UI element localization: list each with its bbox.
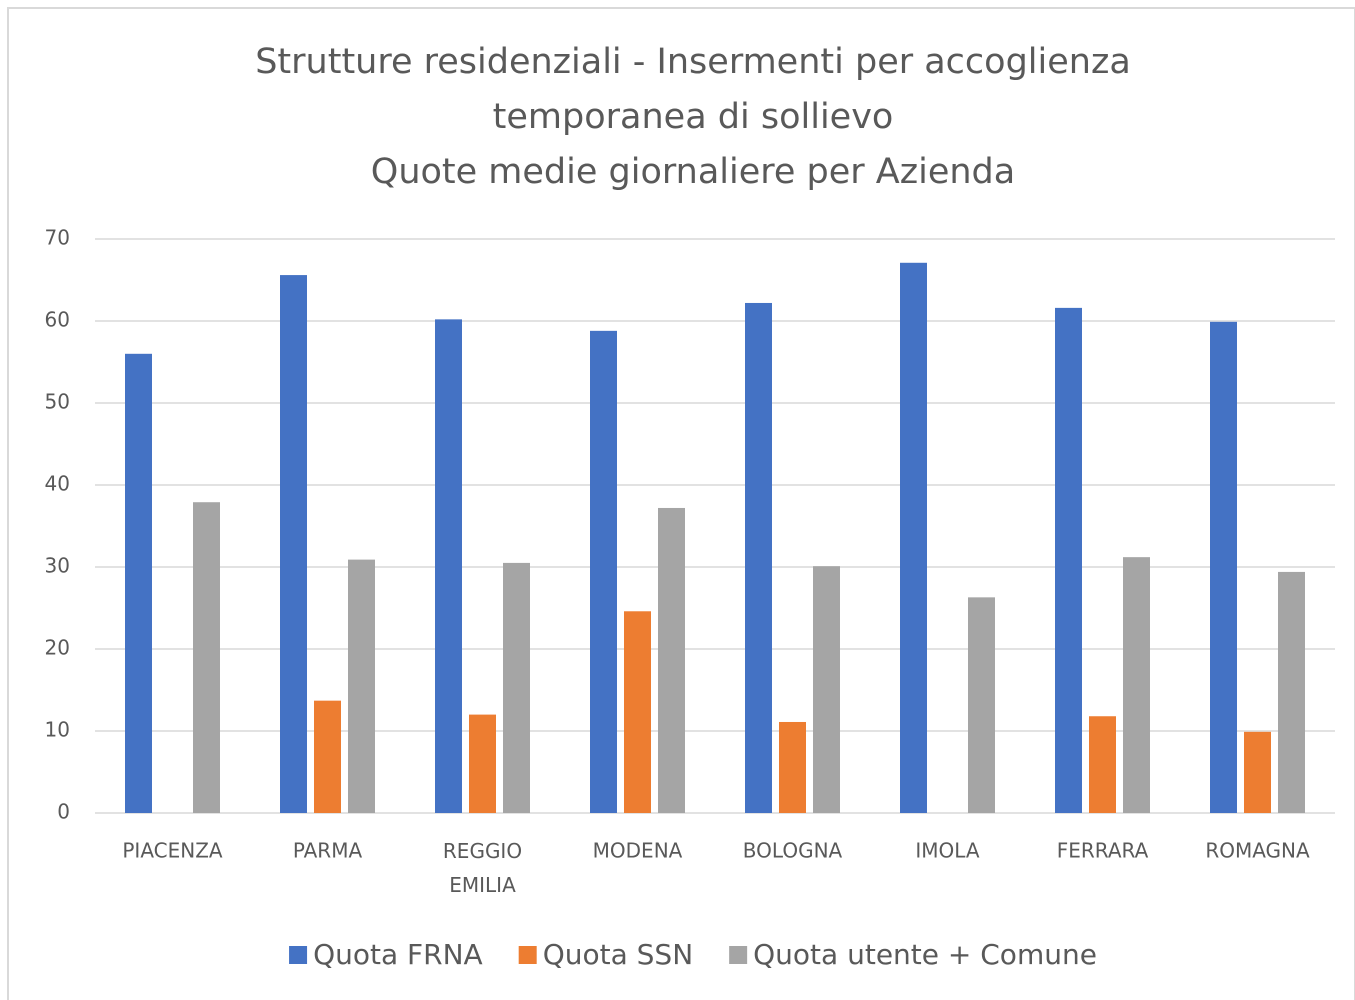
chart-title: temporanea di sollievo: [493, 97, 894, 137]
x-tick-label: BOLOGNA: [743, 839, 843, 863]
x-tick-label-line: EMILIA: [449, 873, 516, 897]
bar: [1244, 731, 1271, 813]
x-tick-label: MODENA: [593, 839, 683, 863]
bar: [469, 714, 496, 813]
bar: [314, 700, 341, 813]
chart-frame: [7, 7, 1355, 1000]
bar: [1123, 557, 1150, 813]
x-tick-label: FERRARA: [1057, 839, 1149, 863]
bar: [624, 611, 651, 813]
bar: [1055, 307, 1082, 813]
y-tick-label: 0: [57, 800, 70, 824]
bar: [1210, 321, 1237, 813]
x-tick-label: REGGIO EMILIA: [443, 839, 522, 897]
legend: Quota FRNA Quota SSN Quota utente + Comune: [289, 938, 1097, 971]
legend-label: Quota SSN: [543, 938, 693, 971]
legend-swatch: [289, 946, 308, 964]
y-tick-label: 10: [45, 718, 70, 742]
bar: [900, 262, 927, 813]
bar: [1089, 716, 1116, 813]
y-tick-label: 20: [45, 636, 70, 660]
bar: [779, 721, 806, 813]
chart-title: Strutture residenziali - Insermenti per …: [255, 42, 1131, 82]
y-tick-label: 70: [45, 226, 70, 250]
x-tick-label-line: REGGIO: [443, 839, 522, 863]
bar: [658, 507, 685, 813]
x-tick-label: PIACENZA: [122, 839, 223, 863]
y-tick-label: 60: [45, 308, 70, 332]
bar: [125, 353, 152, 813]
x-tick-label: ROMAGNA: [1205, 839, 1310, 863]
bar: [193, 502, 220, 813]
x-tick-label: PARMA: [293, 839, 363, 863]
bar: [280, 275, 307, 814]
x-tick-label: IMOLA: [915, 839, 979, 863]
legend-label: Quota utente + Comune: [753, 938, 1097, 971]
bar: [435, 319, 462, 813]
legend-swatch: [518, 946, 537, 964]
legend-label: Quota FRNA: [313, 938, 483, 971]
bar: [590, 330, 617, 813]
bar: [503, 562, 530, 813]
bar: [1278, 571, 1305, 813]
y-tick-label: 50: [45, 390, 70, 414]
bar: [813, 566, 840, 813]
bar: [745, 302, 772, 813]
chart-title: Quote medie giornaliere per Azienda: [371, 152, 1015, 192]
legend-swatch: [729, 946, 748, 964]
y-tick-label: 30: [45, 554, 70, 578]
bar: [968, 597, 995, 813]
y-tick-label: 40: [45, 472, 70, 496]
bar: [348, 559, 375, 813]
